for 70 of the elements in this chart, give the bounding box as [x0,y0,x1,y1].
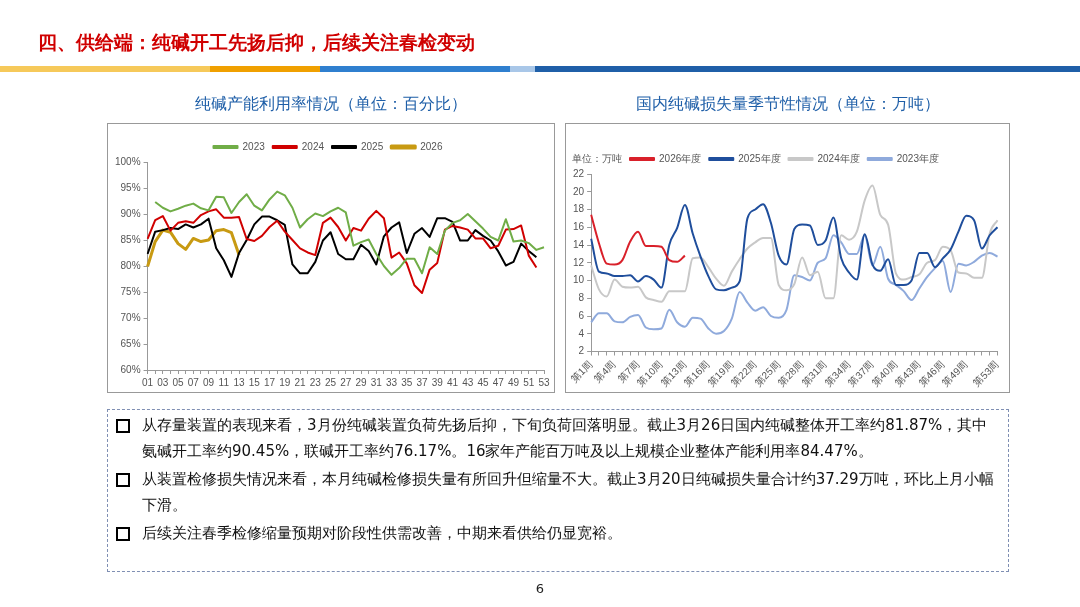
legend-label: 2023 [242,140,266,152]
text: 从存量装置的表现来看，3月份纯碱装置负荷先扬后抑，下旬负荷回落明显。截止3月26日国内纯碱整体开工率约81.87%，其中氨碱开工率约90.45%，联碱开工率约76.17%。16家年产能百万吨及以上规模企业整体产能利用率84.47%。 [142,415,989,462]
x-tick-label: 第53周 [971,358,1001,389]
x-tick-label: 47 [492,376,505,388]
x-tick-label: 03 [157,376,169,388]
y-tick-label: 90% [120,207,141,219]
x-tick-label: 01 [142,376,154,388]
legend-label: 2024年度 [817,152,860,164]
text: 单位：万吨 [572,152,622,164]
x-tick-label: 05 [172,376,185,388]
x-tick-label: 45 [477,376,490,388]
y-tick-label: 95% [120,181,141,193]
x-tick-label: 29 [355,376,368,388]
legend-label: 2026年度 [659,152,702,164]
x-tick-label: 33 [385,376,398,388]
y-tick-label: 12 [573,256,585,268]
chart-title: 国内纯碱损失量季节性情况（单位：万吨） [634,94,941,115]
line-series [590,203,999,292]
y-tick-label: 100% [115,155,141,167]
x-tick-label: 49 [507,376,520,388]
line-series [590,213,686,266]
legend-label: 2025年度 [738,152,781,164]
line-series [590,184,999,303]
y-tick-label: 2 [578,345,585,357]
x-tick-label: 41 [446,376,459,388]
text: 后续关注春季检修缩量预期对阶段性供需改善，中期来看供给仍显宽裕。 [142,523,622,544]
legend-label: 2024 [301,140,325,152]
x-tick-label: 53 [538,376,550,388]
y-tick-label: 65% [120,337,141,349]
x-tick-label: 09 [203,376,215,388]
x-tick-label: 13 [233,376,246,388]
x-tick-label: 43 [462,376,474,388]
x-tick-label: 27 [340,376,352,388]
x-tick-label: 11 [218,376,230,388]
legend-label: 2023年度 [896,152,939,164]
x-tick-label: 第4周 [592,358,618,385]
y-tick-label: 20 [573,185,585,197]
y-tick-label: 16 [573,221,585,232]
x-tick-label: 19 [279,376,291,388]
y-tick-label: 4 [578,327,585,339]
x-tick-label: 17 [263,376,276,388]
y-tick-label: 60% [120,363,141,375]
chart-title: 纯碱产能利用率情况（单位：百分比） [194,94,468,115]
x-tick-label: 第1周 [568,358,595,385]
x-tick-label: 21 [294,376,307,388]
y-tick-label: 8 [578,292,585,304]
x-tick-label: 23 [309,376,322,388]
x-tick-label: 25 [324,376,337,388]
x-tick-label: 35 [401,376,413,388]
x-tick-label: 39 [431,376,444,388]
y-tick-label: 18 [573,203,585,215]
y-tick-label: 80% [120,259,141,271]
text: 四、供给端：纯碱开工先扬后抑，后续关注春检变动 [38,30,475,55]
text: 从装置检修损失情况来看，本月纯碱检修损失量有所回升但缩量不大。截止3月20日纯碱损失量合计约37.29万吨，环比上月小幅下滑。 [142,469,995,516]
x-tick-label: 15 [248,376,261,388]
y-tick-label: 14 [573,238,585,250]
y-tick-label: 85% [120,233,141,245]
legend-label: 2026 [420,140,443,152]
x-tick-label: 37 [416,376,429,388]
line-series [590,234,999,335]
x-tick-label: 07 [187,376,200,388]
y-tick-label: 6 [578,309,585,321]
x-tick-label: 51 [523,376,535,388]
y-tick-label: 70% [120,311,141,323]
legend-label: 2025 [361,140,384,152]
y-tick-label: 10 [573,274,585,286]
text: 6 [534,581,546,596]
x-tick-label: 31 [370,376,383,388]
y-tick-label: 22 [573,167,585,179]
y-tick-label: 75% [120,285,141,297]
